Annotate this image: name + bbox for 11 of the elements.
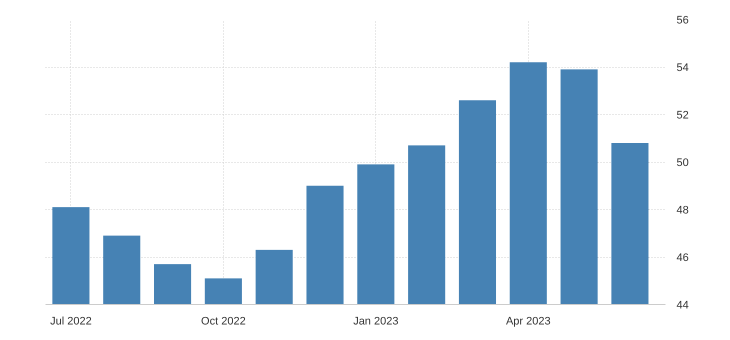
x-tick-label: Apr 2023	[506, 316, 551, 328]
y-tick-label: 54	[676, 62, 689, 74]
x-tick-label: Jul 2022	[50, 316, 92, 328]
y-tick-label: 44	[676, 300, 689, 312]
x-tick-label: Oct 2022	[201, 316, 246, 328]
y-tick-label: 52	[676, 110, 689, 122]
y-tick-label: 50	[676, 157, 689, 169]
x-tick-label: Jan 2023	[353, 316, 398, 328]
y-tick-label: 46	[676, 252, 689, 264]
y-tick-label: 56	[676, 14, 689, 26]
y-tick-label: 48	[676, 204, 689, 216]
